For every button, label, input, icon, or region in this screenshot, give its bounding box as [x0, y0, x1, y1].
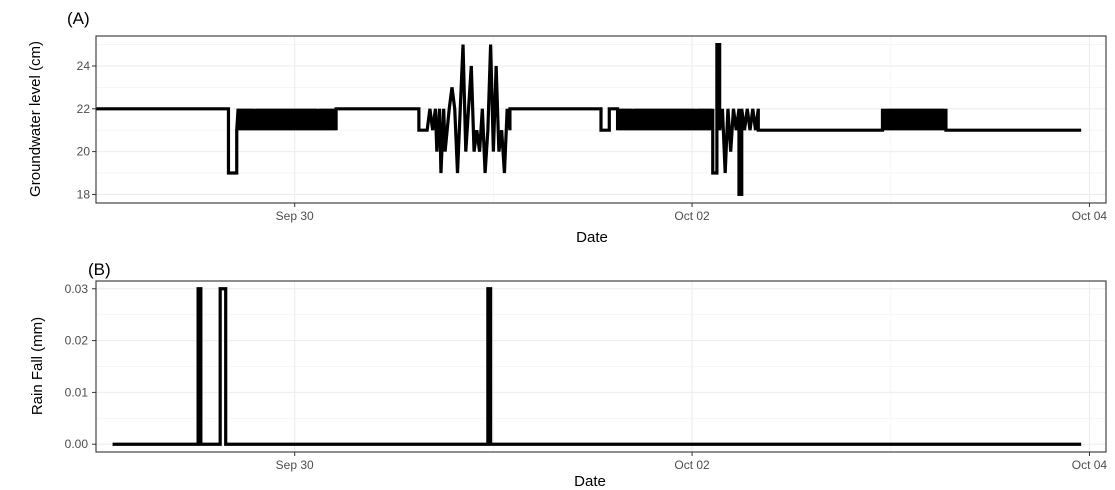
x-tick-label: Sep 30 [276, 209, 314, 223]
x-tick-label: Oct 04 [1072, 458, 1108, 472]
panel-a-frame [95, 35, 1107, 204]
y-tick-label: 0.00 [65, 437, 89, 451]
panel-b-x-axis-title: Date [574, 473, 606, 490]
y-tick-label: 0.03 [65, 282, 89, 296]
panel-b-label: (B) [88, 260, 111, 279]
x-tick-label: Oct 02 [674, 209, 710, 223]
panel-b-frame [95, 280, 1107, 453]
x-tick-label: Sep 30 [276, 458, 314, 472]
panel-b-minor-gridlines [95, 281, 1106, 452]
panel-a-label: (A) [67, 9, 90, 28]
panel-a-x-axis-title: Date [576, 229, 608, 246]
y-tick-label: 0.01 [65, 385, 89, 399]
rainfall-line [112, 287, 1082, 446]
y-tick-label: 18 [77, 187, 91, 201]
panel-b-y-ticks: 0.00 0.01 0.02 0.03 [65, 282, 96, 451]
y-tick-label: 0.02 [65, 334, 89, 348]
x-tick-label: Oct 04 [1072, 209, 1108, 223]
x-tick-label: Oct 02 [674, 458, 710, 472]
panel-b-y-axis-title: Rain Fall (mm) [29, 317, 46, 415]
panel-a-x-ticks: Sep 30 Oct 02 Oct 04 [276, 203, 1108, 223]
panel-a-y-ticks: 18 20 22 24 [77, 59, 96, 201]
y-tick-label: 20 [77, 145, 91, 159]
panel-a-groundwater: (A) 18 20 22 24 Sep 30 Oct 02 Oct 04 Date Gro… [27, 9, 1107, 246]
y-tick-label: 24 [77, 59, 91, 73]
groundwater-level-line [96, 42, 1082, 197]
panel-a-y-axis-title: Groundwater level (cm) [27, 41, 44, 197]
y-tick-label: 22 [77, 102, 91, 116]
panel-b-rainfall: (B) 0.000.010.020.03 Sep 30 Oct 02 Oct 04 … [29, 260, 1107, 490]
panel-b-x-ticks: Sep 30 Oct 02 Oct 04 [276, 452, 1108, 472]
